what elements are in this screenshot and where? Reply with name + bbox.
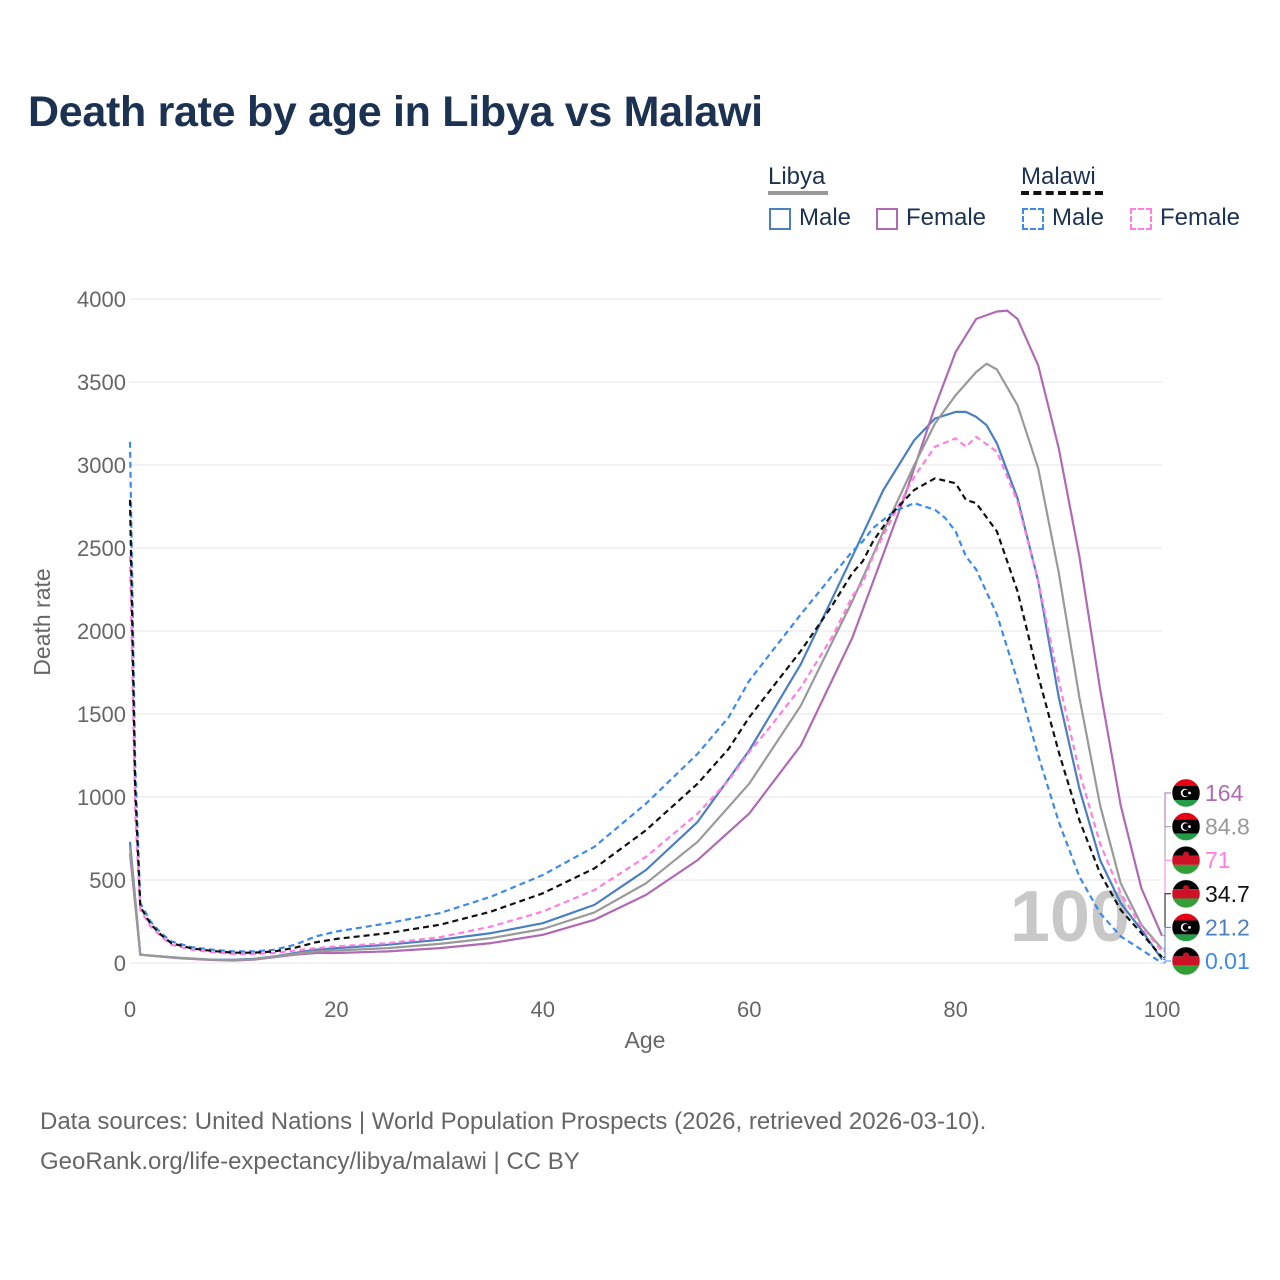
end-label-connector [1163, 926, 1171, 960]
grid [130, 298, 1162, 964]
legend-swatch-libya-male [769, 208, 791, 230]
end-label-connector [1163, 826, 1171, 950]
series-line-malawi-both [128, 477, 1163, 958]
series-line-libya-male [128, 410, 1163, 961]
legend-group-malawi-line [1021, 191, 1103, 195]
axes: 0 500 1000 1500 2000 2500 3000 3500 4000 0 20 40 60 8… [77, 287, 1180, 1022]
x-tick-label: 20 [324, 997, 348, 1022]
flag-malawi-icon [1171, 946, 1201, 976]
end-label-value: 84.8 [1205, 814, 1250, 840]
legend-item-malawi-male[interactable]: Male [1052, 204, 1105, 231]
legend-group-libya-line [768, 191, 828, 195]
end-label-connector [1163, 859, 1171, 952]
series-lines [128, 309, 1164, 964]
y-tick-label: 4000 [77, 287, 126, 312]
y-tick-label: 0 [114, 951, 126, 976]
legend-group-malawi[interactable]: Malawi [1021, 163, 1096, 190]
end-label-value: 21.2 [1205, 914, 1250, 940]
end-label-connector [1163, 960, 1171, 964]
series-line-malawi-male [128, 441, 1163, 964]
watermark: 100 [1010, 877, 1130, 957]
y-tick-label: 1500 [77, 702, 126, 727]
end-label-connector [1163, 893, 1171, 958]
flag-libya-icon [1171, 913, 1201, 942]
y-tick-label: 3000 [77, 453, 126, 478]
y-tick-label: 500 [89, 868, 126, 893]
chart-title: Death rate by age in Libya vs Malawi [28, 88, 763, 136]
y-tick-label: 2500 [77, 536, 126, 561]
x-tick-label: 0 [124, 997, 136, 1022]
end-label-value: 164 [1205, 780, 1244, 806]
y-tick-label: 1000 [77, 785, 126, 810]
end-label-value: 34.7 [1205, 881, 1250, 907]
flag-libya-icon [1171, 778, 1201, 808]
x-tick-label: 80 [943, 997, 967, 1022]
flag-libya-icon [1171, 812, 1201, 841]
x-axis-label: Age [625, 1027, 666, 1053]
series-line-malawi-female [128, 435, 1163, 955]
flag-malawi-icon [1171, 845, 1201, 875]
legend-swatch-libya-female [876, 208, 898, 230]
flag-malawi-icon [1171, 879, 1201, 909]
end-label-connector [1163, 792, 1171, 937]
legend-swatch-malawi-female [1130, 208, 1152, 230]
end-label-value: 71 [1205, 847, 1231, 873]
x-tick-label: 60 [737, 997, 761, 1022]
end-label-value: 0.01 [1205, 948, 1250, 974]
legend-item-libya-male[interactable]: Male [799, 204, 852, 231]
y-tick-label: 2000 [77, 619, 126, 644]
series-line-libya-female [128, 309, 1164, 962]
legend-group-libya[interactable]: Libya [768, 163, 826, 190]
source-line: Data sources: United Nations | World Pop… [40, 1108, 987, 1135]
legend-swatch-malawi-male [1022, 208, 1044, 230]
end-labels: 164 84.8 71 34.7 21.2 0.01 [1163, 778, 1250, 976]
y-axis-label: Death rate [29, 568, 55, 675]
x-tick-label: 100 [1144, 997, 1181, 1022]
legend-item-malawi-female[interactable]: Female [1160, 204, 1241, 231]
source-url[interactable]: GeoRank.org/life-expectancy/libya/malawi… [40, 1148, 580, 1175]
legend-item-libya-female[interactable]: Female [906, 204, 987, 231]
x-tick-label: 40 [531, 997, 555, 1022]
series-line-libya-both [128, 362, 1163, 962]
y-tick-label: 3500 [77, 370, 126, 395]
